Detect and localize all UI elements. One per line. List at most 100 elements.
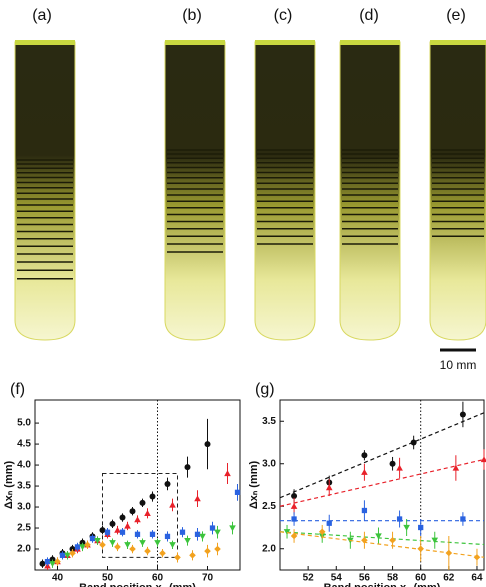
data-point bbox=[396, 464, 403, 471]
data-point bbox=[109, 540, 116, 547]
y-tick-label: 4.5 bbox=[17, 439, 31, 450]
data-point bbox=[114, 543, 121, 551]
x-tick-label: 70 bbox=[202, 573, 214, 584]
data-point bbox=[417, 545, 424, 553]
data-point bbox=[129, 508, 136, 515]
data-point bbox=[119, 514, 126, 521]
data-point bbox=[84, 541, 91, 549]
data-point bbox=[99, 541, 106, 549]
data-point bbox=[109, 520, 116, 527]
data-point bbox=[431, 537, 439, 544]
data-point bbox=[291, 493, 298, 500]
y-tick-label: 4.0 bbox=[17, 460, 31, 471]
x-tick-label: 40 bbox=[52, 573, 64, 584]
data-point bbox=[64, 552, 71, 559]
data-point bbox=[49, 561, 56, 568]
data-point bbox=[169, 501, 176, 508]
y-tick-label: 3.0 bbox=[262, 458, 276, 469]
data-point bbox=[149, 493, 156, 500]
data-point bbox=[74, 544, 81, 550]
data-point bbox=[224, 470, 231, 477]
x-tick-label: 62 bbox=[443, 573, 455, 584]
fit-line bbox=[279, 531, 485, 546]
tube bbox=[164, 41, 226, 341]
data-point bbox=[104, 529, 111, 535]
data-point bbox=[39, 560, 46, 567]
panel-label: (a) bbox=[32, 7, 52, 24]
y-tick-label: 2.5 bbox=[262, 501, 276, 512]
data-point bbox=[164, 480, 171, 487]
tube bbox=[254, 41, 316, 341]
data-point bbox=[169, 542, 176, 549]
data-point bbox=[159, 549, 166, 557]
data-point bbox=[179, 529, 186, 535]
x-tick-label: 58 bbox=[387, 573, 399, 584]
data-point bbox=[189, 552, 196, 559]
data-point bbox=[114, 526, 121, 533]
data-point bbox=[134, 531, 141, 537]
data-point bbox=[459, 411, 466, 418]
y-tick-label: 2.5 bbox=[17, 523, 31, 534]
data-point bbox=[134, 516, 141, 523]
data-point bbox=[290, 502, 298, 509]
data-point bbox=[209, 525, 216, 531]
data-point bbox=[403, 524, 410, 531]
data-point bbox=[54, 558, 61, 565]
data-point bbox=[174, 554, 181, 561]
data-point bbox=[139, 499, 146, 506]
y-axis-label: Δxₙ (mm) bbox=[3, 460, 15, 509]
tube bbox=[339, 41, 401, 341]
data-point bbox=[99, 527, 106, 534]
data-point bbox=[460, 516, 466, 522]
data-point bbox=[79, 544, 86, 551]
data-point bbox=[389, 460, 396, 467]
data-point bbox=[325, 484, 333, 491]
fit-line bbox=[279, 458, 485, 507]
data-point bbox=[214, 545, 221, 553]
data-point bbox=[326, 520, 332, 526]
y-tick-label: 3.5 bbox=[17, 481, 31, 492]
data-point bbox=[199, 533, 206, 540]
y-tick-label: 3.0 bbox=[17, 502, 31, 513]
data-point bbox=[214, 529, 221, 536]
data-point bbox=[318, 528, 326, 536]
data-point bbox=[229, 525, 236, 532]
data-point bbox=[194, 531, 201, 537]
data-point bbox=[144, 547, 151, 555]
y-axis-label: Δxₙ (mm) bbox=[248, 460, 260, 509]
data-point bbox=[144, 510, 151, 516]
data-point bbox=[59, 552, 66, 558]
panel-label: (d) bbox=[359, 7, 379, 24]
data-point bbox=[119, 529, 126, 535]
data-point bbox=[149, 531, 156, 537]
data-point bbox=[361, 452, 368, 459]
data-point bbox=[418, 524, 424, 531]
data-point bbox=[94, 537, 101, 544]
data-point bbox=[184, 537, 191, 544]
scale-label: 10 mm bbox=[440, 358, 477, 372]
y-tick-label: 2.0 bbox=[17, 544, 31, 555]
data-point bbox=[410, 439, 417, 446]
data-point bbox=[124, 522, 131, 529]
data-point bbox=[389, 536, 396, 544]
data-point bbox=[480, 456, 486, 463]
data-point bbox=[44, 558, 51, 565]
data-point bbox=[184, 464, 191, 471]
data-point bbox=[129, 545, 136, 553]
data-point bbox=[124, 542, 131, 549]
data-point bbox=[69, 549, 76, 557]
x-tick-label: 64 bbox=[471, 573, 483, 584]
data-point bbox=[204, 441, 211, 448]
tube-rim bbox=[165, 40, 225, 45]
tube bbox=[429, 41, 486, 341]
x-tick-label: 50 bbox=[102, 573, 114, 584]
data-point bbox=[204, 547, 211, 555]
x-tick-label: 60 bbox=[415, 573, 427, 584]
data-point bbox=[291, 516, 297, 522]
data-point bbox=[154, 540, 161, 547]
data-point bbox=[290, 532, 298, 540]
data-point bbox=[361, 536, 368, 544]
panel-label: (e) bbox=[446, 7, 466, 24]
data-point bbox=[452, 464, 460, 471]
